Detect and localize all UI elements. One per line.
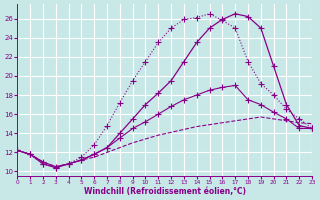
X-axis label: Windchill (Refroidissement éolien,°C): Windchill (Refroidissement éolien,°C) <box>84 187 246 196</box>
